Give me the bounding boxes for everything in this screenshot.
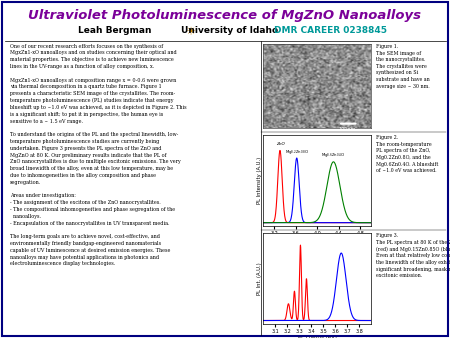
Text: ZnO: ZnO	[275, 142, 284, 146]
Text: University of Idaho: University of Idaho	[181, 26, 278, 35]
X-axis label: PL Energy (eV): PL Energy (eV)	[298, 335, 337, 338]
Text: DMR CAREER 0238845: DMR CAREER 0238845	[274, 26, 387, 35]
Text: Figure 3.
The PL spectra at 80 K of the ZnO
(red) and Mg0.15Zn0.85O (blue).
Even: Figure 3. The PL spectra at 80 K of the …	[376, 233, 450, 278]
Y-axis label: PL Int. (A.U.): PL Int. (A.U.)	[257, 263, 262, 295]
Y-axis label: PL Intensity (A.U.): PL Intensity (A.U.)	[257, 157, 262, 204]
Text: ☀: ☀	[184, 28, 195, 38]
Text: Ultraviolet Photoluminescence of MgZnO Nanoalloys: Ultraviolet Photoluminescence of MgZnO N…	[28, 9, 422, 22]
Text: Mg$_{0.6}$Zn$_{0.4}$O: Mg$_{0.6}$Zn$_{0.4}$O	[321, 151, 346, 160]
X-axis label: Energy (eV): Energy (eV)	[302, 237, 333, 242]
Text: Leah Bergman: Leah Bergman	[78, 26, 152, 35]
Text: One of our recent research efforts focuses on the synthesis of
MgxZn1-xO nanoall: One of our recent research efforts focus…	[9, 44, 186, 266]
Text: Figure 1.
The SEM image of
the nanocrystallites.
The crystallites were
synthesiz: Figure 1. The SEM image of the nanocryst…	[376, 44, 429, 89]
Text: Mg$_{0.2}$Zn$_{0.8}$O: Mg$_{0.2}$Zn$_{0.8}$O	[284, 148, 309, 156]
Text: 100nm: 100nm	[339, 127, 356, 132]
Text: Figure 2.
The room-temperature
PL spectra of the ZnO,
Mg0.2Zn0.8O, and the
Mg0.6: Figure 2. The room-temperature PL spectr…	[376, 135, 438, 173]
